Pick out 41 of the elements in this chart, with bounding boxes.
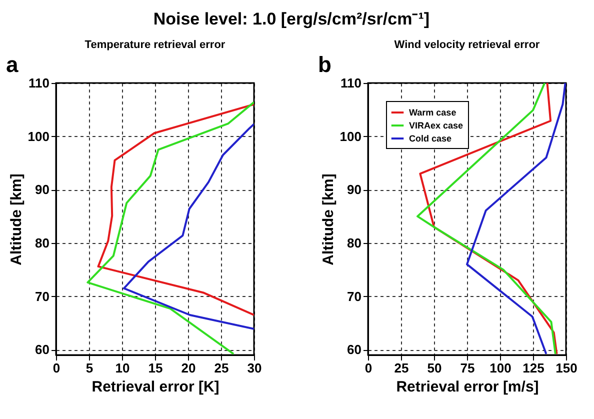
line-series bbox=[122, 123, 254, 330]
y-axis-title: Altitude [km] bbox=[320, 174, 337, 266]
y-axis-title: Altitude [km] bbox=[8, 174, 25, 266]
y-tick-label: 70 bbox=[347, 288, 362, 304]
x-tick-label: 125 bbox=[522, 360, 544, 376]
x-tick-label: 30 bbox=[247, 360, 262, 376]
x-tick-label: 50 bbox=[427, 360, 442, 376]
legend-label: Cold case bbox=[409, 134, 452, 144]
x-tick-label: 20 bbox=[181, 360, 196, 376]
x-tick-label: 25 bbox=[214, 360, 229, 376]
x-tick-label: 15 bbox=[148, 360, 163, 376]
x-tick-label: 10 bbox=[115, 360, 130, 376]
x-tick-label: 0 bbox=[52, 360, 60, 376]
y-tick-label: 110 bbox=[28, 76, 50, 90]
x-axis-title: Retrieval error [m/s] bbox=[396, 378, 539, 396]
x-tick-label: 5 bbox=[86, 360, 94, 376]
x-tick-label: 100 bbox=[490, 360, 512, 376]
text: b bbox=[318, 52, 332, 77]
y-tick-label: 80 bbox=[347, 236, 362, 250]
y-tick-label: 80 bbox=[35, 236, 50, 250]
x-tick-label: 75 bbox=[460, 360, 475, 376]
line-series bbox=[97, 103, 254, 316]
line-series bbox=[86, 101, 254, 355]
x-tick-label: 25 bbox=[394, 360, 409, 376]
y-tick-label: 90 bbox=[347, 182, 362, 198]
text: Noise level: 1.0 [erg/s/cm²/sr/cm⁻¹] bbox=[153, 9, 430, 28]
legend-label: VIRAex case bbox=[409, 120, 464, 130]
text: a bbox=[6, 52, 19, 77]
y-tick-label: 100 bbox=[28, 128, 50, 144]
x-axis-title: Retrieval error [K] bbox=[92, 378, 220, 396]
y-tick-label: 90 bbox=[35, 182, 50, 198]
y-tick-label: 60 bbox=[347, 342, 362, 358]
x-tick-label: 150 bbox=[556, 360, 578, 376]
chart-title: Wind velocity retrieval error bbox=[394, 39, 540, 51]
y-tick-label: 60 bbox=[35, 342, 50, 358]
chart-title: Temperature retrieval error bbox=[84, 39, 226, 51]
x-tick-label: 0 bbox=[364, 360, 372, 376]
legend-label: Warm case bbox=[409, 108, 456, 118]
y-tick-label: 70 bbox=[35, 288, 50, 304]
y-tick-label: 110 bbox=[340, 76, 362, 90]
y-tick-label: 100 bbox=[340, 128, 362, 144]
